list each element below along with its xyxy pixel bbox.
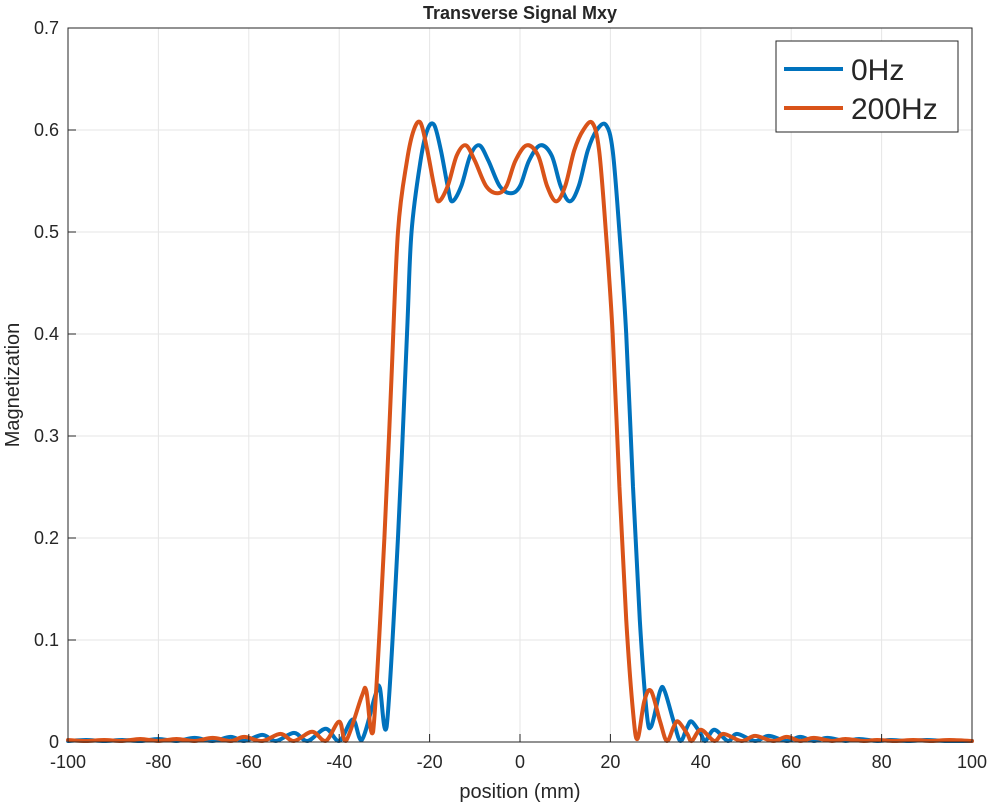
- x-tick-label: -60: [236, 752, 262, 772]
- x-tick-label: 0: [515, 752, 525, 772]
- legend: 0Hz 200Hz: [775, 40, 959, 133]
- legend-label-200hz: 200Hz: [851, 93, 938, 126]
- axis-ticks: -100 -80 -60 -40 -20 0 20 40 60 80 100 0 0.1 0.2 0.3 0.…: [34, 18, 987, 772]
- x-tick-label: -80: [145, 752, 171, 772]
- y-tick-label: 0.2: [34, 528, 59, 548]
- x-tick-label: 40: [691, 752, 711, 772]
- y-tick-label: 0.4: [34, 324, 59, 344]
- x-tick-label: 60: [781, 752, 801, 772]
- x-tick-label: -40: [326, 752, 352, 772]
- y-tick-label: 0.1: [34, 630, 59, 650]
- y-tick-label: 0.6: [34, 120, 59, 140]
- chart-title: Transverse Signal Mxy: [423, 3, 617, 23]
- series-lines: [66, 119, 974, 744]
- x-tick-label: 20: [600, 752, 620, 772]
- series-line-200hz: [66, 119, 974, 744]
- y-tick-label: 0.7: [34, 18, 59, 38]
- legend-box: [775, 40, 959, 133]
- y-tick-label: 0.3: [34, 426, 59, 446]
- y-axis-label: Magnetization: [2, 323, 24, 448]
- x-axis-label: position (mm): [459, 781, 580, 803]
- x-tick-label: 80: [872, 752, 892, 772]
- x-tick-label: 100: [957, 752, 987, 772]
- x-tick-label: -100: [50, 752, 86, 772]
- x-tick-label: -20: [417, 752, 443, 772]
- y-tick-label: 0.5: [34, 222, 59, 242]
- y-tick-label: 0: [49, 732, 59, 752]
- legend-label-0hz: 0Hz: [851, 54, 904, 87]
